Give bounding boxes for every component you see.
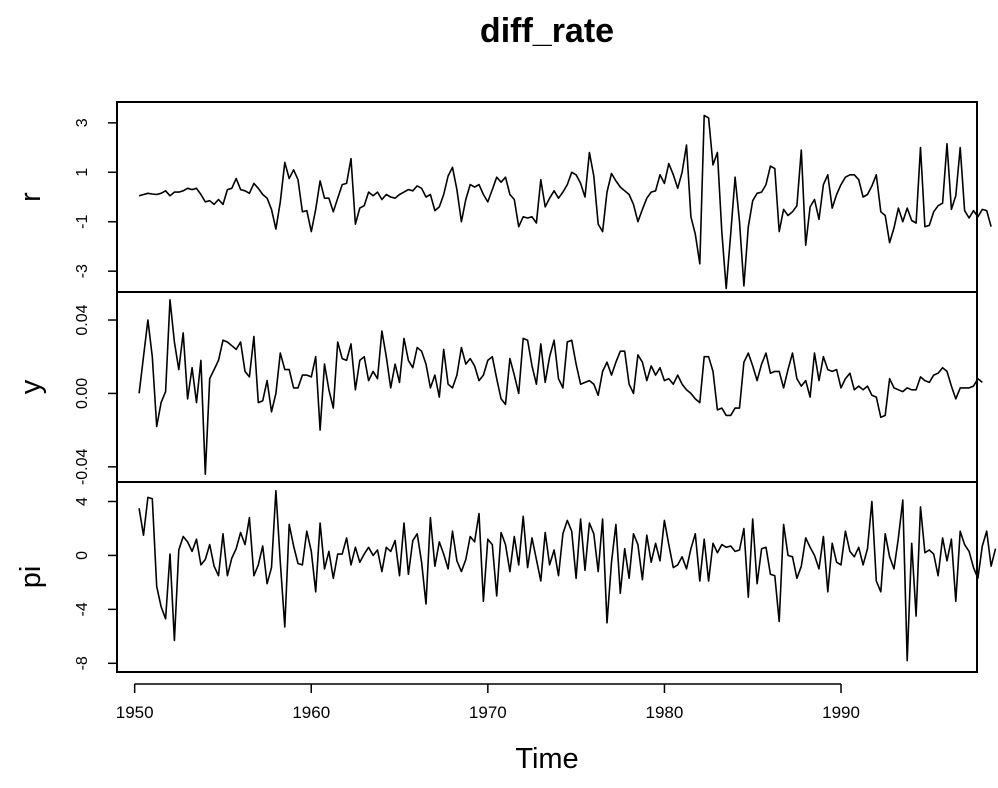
y-tick-label-r: -1 <box>74 215 91 229</box>
y-tick-label-r: 1 <box>74 168 91 177</box>
series-line-y <box>138 298 983 476</box>
series-line-r <box>138 114 992 290</box>
y-tick-label-y: -0.04 <box>74 448 91 485</box>
y-tick-label-pi: 0 <box>74 551 91 560</box>
y-tick-label-r: 3 <box>74 118 91 127</box>
panel-label-r: r <box>15 192 47 202</box>
panel-label-pi: pi <box>15 566 47 589</box>
chart-title: diff_rate <box>479 12 615 50</box>
x-axis-label: Time <box>515 743 578 775</box>
x-tick-label: 1960 <box>292 703 330 722</box>
series-line-pi <box>138 489 997 662</box>
x-tick-label: 1990 <box>822 703 860 722</box>
x-tick-label: 1970 <box>469 703 507 722</box>
panel-label-y: y <box>15 379 47 394</box>
panel-frame-pi <box>116 481 978 673</box>
y-tick-label-r: -3 <box>74 264 91 278</box>
x-tick-label: 1950 <box>116 703 154 722</box>
panel-frame-y <box>116 291 978 483</box>
x-tick-label: 1980 <box>646 703 684 722</box>
y-tick-label-pi: -4 <box>74 602 91 616</box>
panel-frame-r <box>116 101 978 293</box>
y-tick-label-y: 0.04 <box>74 304 91 335</box>
y-tick-label-pi: 4 <box>74 497 91 506</box>
y-tick-label-pi: -8 <box>74 656 91 670</box>
y-tick-label-y: 0.00 <box>74 378 91 409</box>
